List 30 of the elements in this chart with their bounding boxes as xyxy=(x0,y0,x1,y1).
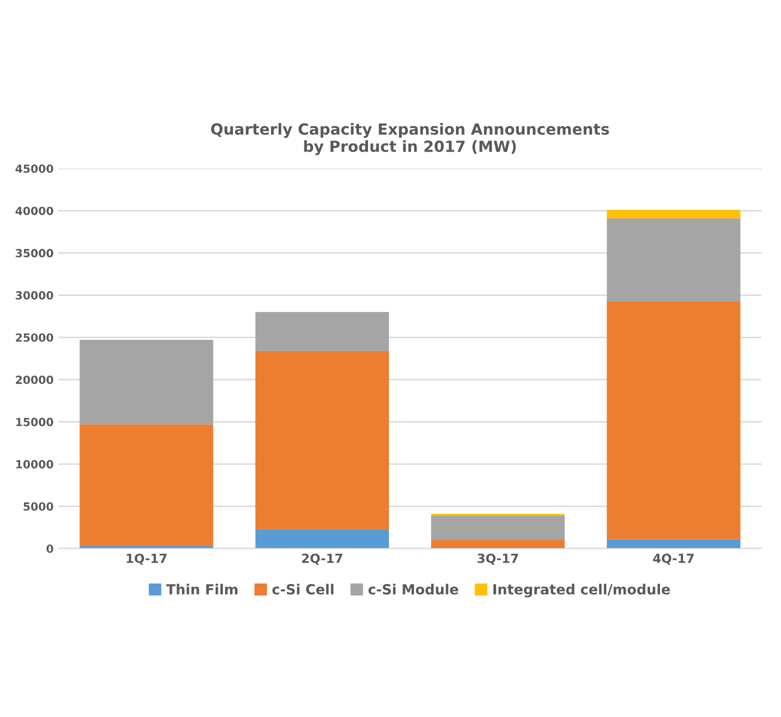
bar xyxy=(606,301,740,540)
y-tick-label: 15000 xyxy=(16,418,54,426)
bar xyxy=(606,218,740,302)
bar xyxy=(606,210,740,218)
y-tick-label: 30000 xyxy=(16,291,54,300)
y-tick-label: 20000 xyxy=(16,376,54,384)
x-tick-label: 4Q-17 xyxy=(653,554,694,565)
y-tick-label: 40000 xyxy=(16,206,54,216)
y-tick-label: 0 xyxy=(46,544,54,553)
bar xyxy=(80,340,214,424)
legend-label: c-Si Module xyxy=(368,584,458,595)
legend-label: Thin Film xyxy=(166,584,238,594)
x-tick-label: 1Q-17 xyxy=(126,554,167,565)
y-tick-label: 45000 xyxy=(16,164,54,173)
bar xyxy=(431,540,565,549)
legend-label: Integrated cell/module xyxy=(493,584,670,598)
bar xyxy=(431,516,565,540)
y-tick-label: 10000 xyxy=(16,460,54,468)
x-tick-label: 2Q-17 xyxy=(302,554,342,565)
bar xyxy=(255,350,389,530)
y-tick-label: 35000 xyxy=(16,248,54,258)
y-tick-label: 5000 xyxy=(24,502,54,511)
bar xyxy=(80,424,214,546)
legend-label: c-Si Cell xyxy=(272,584,334,595)
chart-title: Quarterly Capacity Expansion Announcements by Product in 2017 (MW) xyxy=(211,122,609,156)
bar xyxy=(606,539,740,549)
x-tick-label: 3Q-17 xyxy=(478,554,518,565)
bar xyxy=(255,312,389,351)
bar xyxy=(255,529,389,549)
y-tick-label: 25000 xyxy=(16,333,54,342)
